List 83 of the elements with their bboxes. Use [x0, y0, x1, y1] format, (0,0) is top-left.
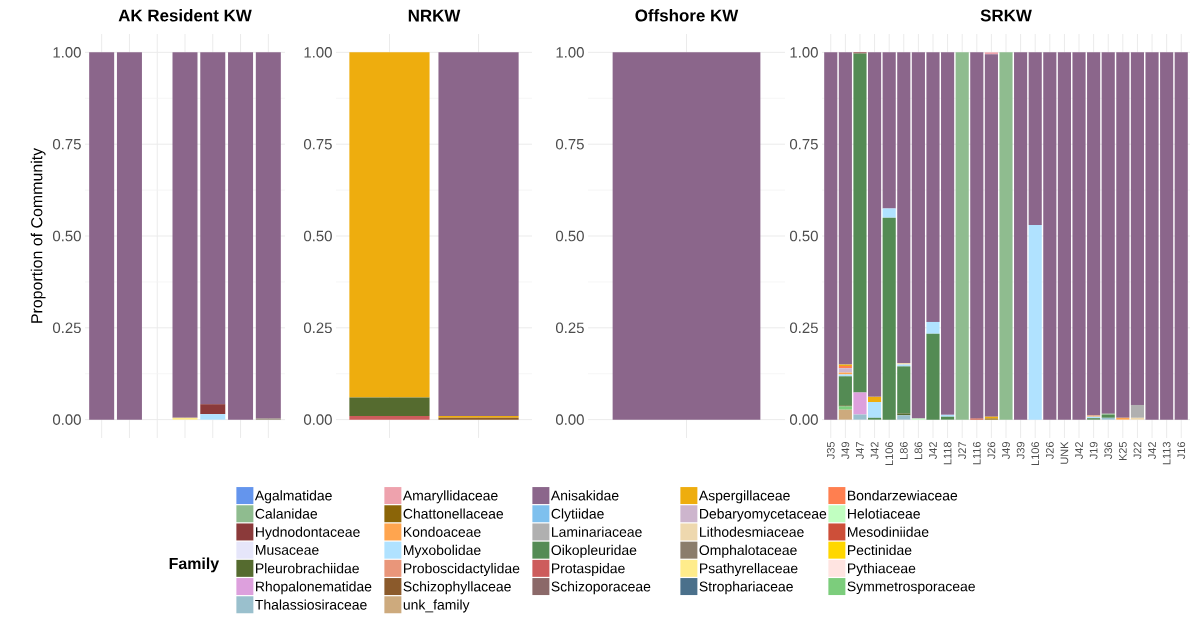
legend-label: Laminariaceae — [552, 526, 642, 537]
legend-label: unk_family — [403, 599, 470, 613]
x-tick-label: J35 — [826, 441, 835, 460]
legend-label: Helotiaceae — [848, 508, 920, 519]
chart-title: SRKW — [980, 9, 1032, 22]
x-tick-label: J42 — [870, 442, 879, 460]
legend-label: Chattonellaceae — [403, 508, 504, 519]
legend-label: Pythiaceae — [848, 563, 916, 577]
legend-label: Schizoporaceae — [551, 581, 651, 595]
legend-label: Pleurobrachiidae — [256, 563, 359, 574]
y-tick-label: 0.50 — [789, 230, 818, 242]
chart-title: NRKW — [408, 9, 461, 22]
legend-label: Schizophyllaceae — [403, 581, 511, 595]
x-tick-label: J16 — [1177, 442, 1186, 460]
x-tick-label: L86 — [914, 442, 923, 459]
y-tick-label: 0.00 — [52, 414, 81, 425]
legend-label: Omphalotaceae — [699, 544, 797, 558]
legend-label: Hydnodontaceae — [256, 526, 360, 540]
legend-title: Family — [169, 557, 220, 573]
legend-label: Anisakidae — [550, 490, 619, 501]
x-tick-label: UNK — [1060, 441, 1069, 464]
legend-label: Psathyrellaceae — [700, 563, 798, 577]
y-tick-label: 0.75 — [789, 138, 818, 150]
y-tick-label: 0.75 — [555, 138, 584, 150]
legend-label: Bondarzewiaceae — [848, 490, 958, 501]
x-tick-label: J42 — [1075, 442, 1083, 460]
x-tick-label: J39 — [1016, 442, 1025, 460]
y-tick-label: 0.50 — [303, 230, 332, 242]
legend-label: Thalassiosiraceae — [255, 599, 367, 610]
y-tick-label: 1.00 — [556, 47, 584, 58]
x-tick-label: J27 — [958, 442, 967, 460]
legend-label: Strophariaceae — [699, 581, 793, 595]
y-tick-label: 1.00 — [53, 47, 81, 58]
chart-title: Offshore KW — [635, 9, 739, 22]
legend-label: Aspergillaceae — [698, 490, 790, 504]
legend-label: Lithodesmiaceae — [700, 526, 804, 537]
x-tick-label: L106 — [1031, 442, 1040, 465]
y-tick-label: 0.75 — [52, 138, 81, 150]
y-tick-label: 1.00 — [790, 47, 818, 58]
y-tick-label: 0.25 — [555, 322, 584, 334]
x-tick-label: J47 — [856, 442, 864, 460]
y-tick-label: 0.50 — [555, 230, 584, 242]
x-tick-label: J26 — [1045, 442, 1054, 460]
x-tick-label: J42 — [929, 442, 937, 460]
legend-label: Rhopalonematidae — [256, 581, 372, 595]
x-tick-label: J19 — [1089, 442, 1098, 460]
legend-label: Clytiidae — [551, 508, 604, 522]
legend-label: Symmetrosporaceae — [847, 581, 975, 595]
chart-title: AK Resident KW — [118, 9, 252, 22]
x-tick-label: L116 — [972, 442, 981, 465]
y-tick-label: 0.25 — [789, 322, 818, 334]
legend-label: Kondoaceae — [404, 526, 481, 537]
y-tick-label: 0.00 — [789, 414, 818, 425]
y-tick-label: 0.00 — [303, 414, 332, 425]
legend-label: Mesodiniidae — [848, 526, 929, 537]
x-tick-label: L113 — [1162, 442, 1171, 465]
y-tick-label: 1.00 — [304, 47, 332, 58]
x-tick-label: J42 — [1148, 442, 1156, 460]
x-tick-label: J36 — [1104, 442, 1113, 460]
y-tick-label: 0.00 — [555, 414, 584, 425]
x-tick-label: J49 — [1002, 442, 1010, 460]
legend-label: Agalmatidae — [254, 490, 332, 504]
y-tick-label: 0.75 — [303, 138, 332, 150]
y-tick-label: 0.50 — [52, 230, 81, 242]
legend-label: Proboscidactylidae — [404, 563, 520, 577]
legend-label: Amaryllidaceae — [402, 490, 498, 504]
x-tick-label: L118 — [943, 442, 952, 465]
legend-label: Calanidae — [255, 508, 318, 519]
y-tick-label: 0.25 — [52, 322, 81, 334]
legend-label: Musaceae — [256, 545, 319, 555]
legend-label: Myxobolidae — [404, 544, 481, 558]
legend-label: Pectinidae — [848, 544, 912, 556]
y-tick-label: 0.25 — [303, 322, 332, 334]
x-tick-label: J22 — [1133, 442, 1142, 460]
x-tick-label: K25 — [1118, 441, 1127, 461]
legend-label: Debaryomycetaceae — [700, 508, 827, 522]
x-tick-label: J49 — [841, 442, 850, 460]
x-tick-label: J26 — [987, 442, 996, 460]
y-axis-title: Proportion of Community — [30, 147, 46, 323]
x-tick-label: L106 — [885, 442, 894, 465]
legend-label: Oikopleuridae — [551, 544, 637, 558]
legend-label: Protaspidae — [552, 563, 625, 577]
x-tick-label: L86 — [899, 442, 908, 459]
